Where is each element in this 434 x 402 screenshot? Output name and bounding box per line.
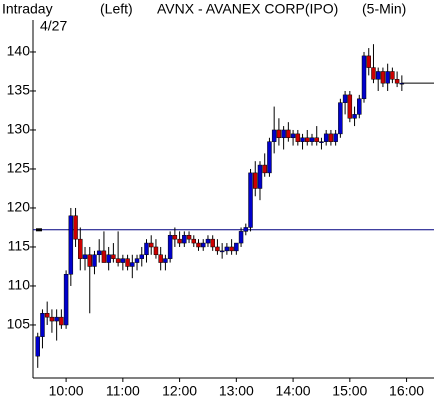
- candle-body: [54, 316, 59, 322]
- candle-body: [106, 254, 111, 263]
- candle-body: [148, 242, 154, 248]
- candle-body: [158, 254, 163, 263]
- header-left: Intraday: [2, 1, 53, 17]
- candle-body: [210, 238, 215, 248]
- candle-body: [366, 55, 371, 68]
- candle-body: [40, 313, 45, 337]
- candle-body: [375, 71, 381, 80]
- x-tick-label: 12:00: [162, 383, 197, 399]
- candle-body: [120, 258, 126, 263]
- candle-body: [215, 246, 220, 252]
- candle-body: [224, 246, 230, 252]
- candle-body: [229, 246, 234, 252]
- candle-body: [153, 246, 159, 256]
- y-tick-label: 140: [7, 43, 31, 59]
- date: 4/27: [40, 18, 67, 34]
- x-tick-label: 10:00: [49, 383, 84, 399]
- candle-body: [371, 67, 376, 80]
- candle-body: [253, 172, 258, 189]
- candle-body: [115, 258, 121, 263]
- reference-marker: [36, 228, 42, 232]
- candle-body: [286, 129, 291, 139]
- chart-title: AVNX - AVANEX CORP(IPO): [157, 1, 338, 17]
- candle-body: [361, 55, 367, 100]
- candle-body: [163, 258, 168, 263]
- axis-side: (Left): [100, 1, 133, 17]
- x-tick-label: 13:00: [219, 383, 254, 399]
- candle-body: [394, 79, 400, 84]
- candle-body: [144, 242, 149, 256]
- candle-body: [380, 71, 386, 84]
- candle-body: [78, 238, 83, 259]
- candle-body: [238, 231, 244, 244]
- x-tick-label: 11:00: [106, 383, 140, 399]
- interval: (5-Min): [362, 1, 406, 17]
- candle-body: [333, 133, 338, 142]
- candle-body: [63, 274, 69, 326]
- candle-body: [59, 316, 64, 326]
- candle-body: [338, 102, 343, 135]
- y-tick-label: 125: [7, 160, 31, 176]
- x-tick-label: 16:00: [389, 383, 424, 399]
- candle-body: [257, 164, 263, 189]
- candle-body: [130, 262, 135, 267]
- candle-body: [96, 250, 102, 256]
- candle-body: [172, 235, 178, 240]
- candle-body: [205, 238, 211, 244]
- candle-body: [267, 141, 272, 174]
- candle-body: [139, 254, 144, 259]
- candle-body: [191, 238, 197, 244]
- candle-body: [290, 133, 296, 139]
- candle-body: [295, 133, 301, 142]
- candle-body: [186, 235, 192, 240]
- candle-body: [328, 133, 334, 142]
- candle-body: [35, 336, 40, 357]
- candle-body: [134, 258, 140, 263]
- candle-body: [309, 137, 315, 142]
- candle-body: [49, 316, 55, 322]
- candle-body: [111, 254, 116, 259]
- candle-body: [92, 254, 97, 267]
- candle-body: [234, 242, 239, 252]
- candle-body: [167, 235, 173, 259]
- y-tick-label: 130: [7, 121, 31, 137]
- candle-body: [305, 137, 310, 142]
- candle-body: [219, 250, 225, 253]
- candle-body: [196, 242, 201, 248]
- candle-body: [73, 215, 78, 240]
- candle-body: [262, 164, 267, 174]
- candle-body: [68, 215, 74, 275]
- candle-body: [323, 133, 329, 142]
- candle-body: [300, 137, 305, 142]
- y-tick-label: 120: [7, 199, 31, 215]
- candle-body: [87, 254, 92, 267]
- candle-body: [200, 242, 206, 248]
- y-tick-label: 115: [8, 238, 31, 254]
- candle-body: [342, 94, 348, 103]
- candle-body: [314, 137, 319, 142]
- candle-body: [101, 250, 107, 263]
- candle-body: [319, 141, 324, 143]
- y-tick-label: 105: [7, 316, 31, 332]
- candle-body: [357, 98, 362, 115]
- x-tick-label: 15:00: [332, 383, 367, 399]
- candle-body: [125, 258, 130, 267]
- candle-body: [248, 172, 253, 228]
- candle-body: [276, 129, 282, 139]
- candle-body: [271, 129, 277, 142]
- candle-body: [390, 71, 395, 80]
- candle-body: [182, 235, 187, 244]
- y-tick-label: 135: [7, 82, 31, 98]
- candle-body: [347, 94, 353, 119]
- candle-body: [243, 227, 249, 232]
- candle-body: [385, 71, 390, 84]
- candle-body: [177, 238, 182, 244]
- candle-body: [352, 114, 357, 119]
- candle-body: [281, 129, 286, 139]
- candle-body: [82, 254, 88, 259]
- y-tick-label: 110: [8, 277, 31, 293]
- candle-body: [44, 313, 50, 318]
- x-tick-label: 14:00: [276, 383, 311, 399]
